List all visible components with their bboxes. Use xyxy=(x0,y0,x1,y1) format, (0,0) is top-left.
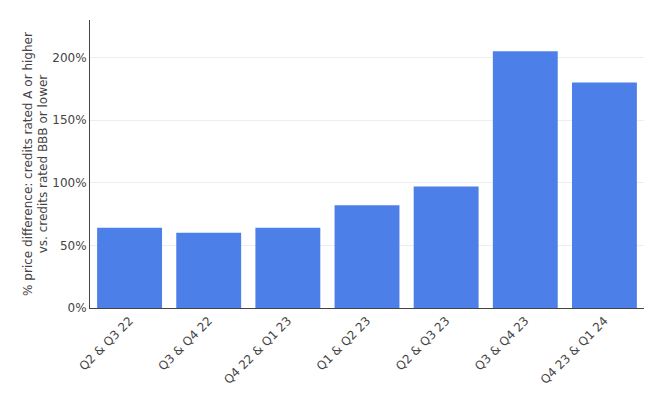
svg-text:% price difference: credits ra: % price difference: credits rated A or h… xyxy=(21,32,51,296)
svg-text:Q3 & Q4 22: Q3 & Q4 22 xyxy=(156,314,216,374)
svg-text:200%: 200% xyxy=(52,51,86,65)
svg-text:Q1 & Q2 23: Q1 & Q2 23 xyxy=(314,314,374,374)
svg-text:Q4 23 & Q1 24: Q4 23 & Q1 24 xyxy=(538,314,611,387)
svg-text:0%: 0% xyxy=(68,301,87,315)
svg-text:Q3 & Q4 23: Q3 & Q4 23 xyxy=(472,314,532,374)
svg-text:100%: 100% xyxy=(52,176,86,190)
svg-text:Q2 & Q3 22: Q2 & Q3 22 xyxy=(76,314,136,374)
svg-text:Q4 22 & Q1 23: Q4 22 & Q1 23 xyxy=(221,314,294,387)
svg-text:Q2 & Q3 23: Q2 & Q3 23 xyxy=(393,314,453,374)
svg-text:150%: 150% xyxy=(52,113,86,127)
svg-text:50%: 50% xyxy=(60,239,87,253)
